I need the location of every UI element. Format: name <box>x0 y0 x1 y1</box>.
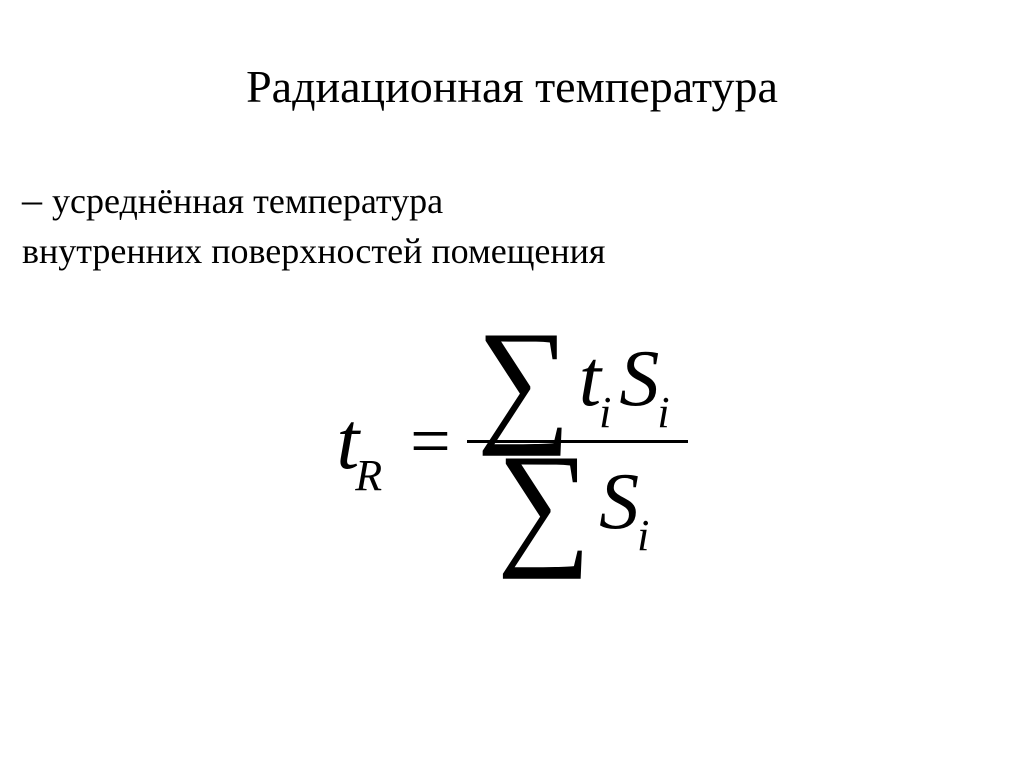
formula-lhs: tR <box>336 394 386 488</box>
den-s-var: S <box>599 457 639 548</box>
equals-sign: = <box>410 400 451 483</box>
num-s-var: S <box>619 334 659 425</box>
num-t-sub: i <box>599 387 611 438</box>
slide: Радиационная температура –усреднённая те… <box>0 60 1024 767</box>
denominator: ∑ Si <box>487 447 667 559</box>
definition-dash: – <box>22 177 52 222</box>
numerator: ∑ ti Si <box>467 324 688 436</box>
slide-body: –усреднённая температура внутренних пове… <box>0 173 1024 276</box>
slide-title: Радиационная температура <box>0 60 1024 113</box>
sigma-icon: ∑ <box>477 321 571 439</box>
num-s-sub: i <box>657 387 669 438</box>
denominator-term: Si <box>599 457 657 548</box>
definition-line-1: усреднённая температура <box>52 181 443 221</box>
sigma-icon: ∑ <box>497 444 591 562</box>
lhs-sub: R <box>355 450 382 501</box>
definition-line-2: внутренних поверхностей помещения <box>22 231 606 271</box>
den-s-sub: i <box>637 510 649 561</box>
num-t-var: t <box>579 334 601 425</box>
formula: tR = ∑ ti Si ∑ Si <box>0 324 1024 559</box>
numerator-term-2: Si <box>619 334 677 425</box>
fraction: ∑ ti Si ∑ Si <box>467 324 688 559</box>
numerator-term-1: ti <box>579 334 619 425</box>
